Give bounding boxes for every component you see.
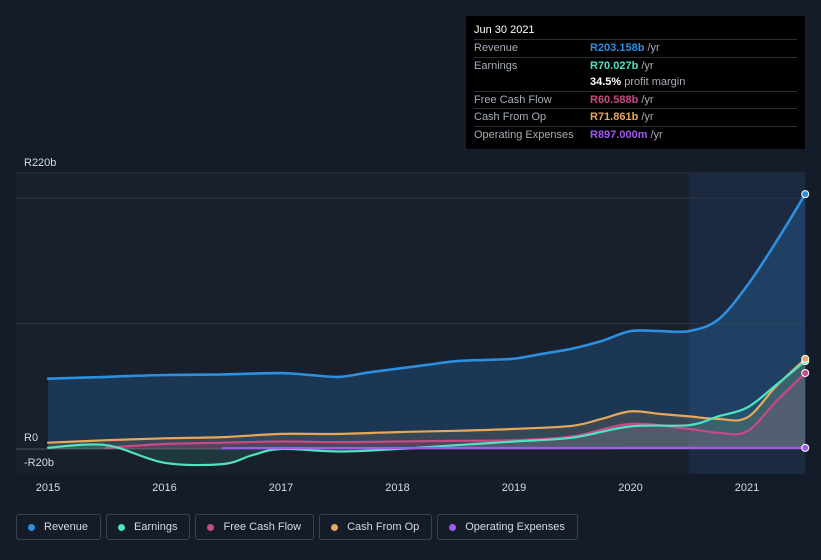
tooltip-value: R60.588b: [590, 93, 639, 106]
x-tick-label: 2020: [618, 482, 642, 494]
tooltip-value: 34.5%: [590, 76, 622, 89]
tooltip-row-earnings: Earnings R70.027b /yr: [474, 56, 797, 75]
tooltip-value: R70.027b: [590, 59, 639, 72]
series-area-revenue: [48, 194, 806, 449]
tooltip-panel: Jun 30 2021 Revenue R203.158b /yr Earnin…: [466, 16, 805, 149]
end-point-marker: [801, 443, 810, 452]
tooltip-unit: /yr: [641, 111, 654, 124]
x-tick-label: 2018: [385, 482, 409, 494]
x-tick-label: 2017: [269, 482, 293, 494]
x-tick-label: 2015: [36, 482, 60, 494]
tooltip-label: Cash From Op: [474, 111, 547, 124]
legend-dot-icon: [331, 523, 339, 531]
tooltip-unit: /yr: [650, 128, 663, 141]
tooltip-row-free-cash-flow: Free Cash Flow R60.588b /yr: [474, 90, 797, 109]
tooltip-label: Operating Expenses: [474, 128, 574, 141]
chart-legend: Revenue Earnings Free Cash Flow Cash Fro…: [16, 514, 578, 542]
tooltip-label: Revenue: [474, 42, 519, 54]
tooltip-label: Earnings: [474, 59, 518, 72]
tooltip-row-revenue: Revenue R203.158b /yr: [474, 39, 797, 57]
legend-dot-icon: [118, 523, 126, 531]
tooltip-value: R71.861b: [590, 111, 639, 124]
end-point-marker: [801, 354, 810, 363]
legend-label: Operating Expenses: [465, 521, 565, 533]
tooltip-unit: /yr: [647, 42, 660, 54]
series-line-free-cash-flow: [105, 371, 807, 449]
tooltip-label: Free Cash Flow: [474, 93, 552, 106]
legend-label: Cash From Op: [347, 521, 420, 533]
y-tick-label: R220b: [24, 157, 56, 169]
legend-label: Revenue: [44, 521, 89, 533]
tooltip-unit: /yr: [641, 93, 654, 106]
series-line-earnings: [46, 360, 807, 467]
end-point-marker: [801, 368, 810, 377]
series-area-free-cash-flow: [106, 373, 806, 449]
legend-label: Free Cash Flow: [223, 521, 302, 533]
legend-item-operating-expenses[interactable]: Operating Expenses: [437, 514, 578, 540]
tooltip-row-cash-from-op: Cash From Op R71.861b /yr: [474, 108, 797, 126]
series-line-revenue: [46, 192, 807, 380]
tooltip-unit: /yr: [641, 59, 654, 72]
legend-item-cash-from-op[interactable]: Cash From Op: [319, 514, 433, 540]
tooltip-value: R897.000m: [590, 128, 648, 141]
series-area-earnings: [48, 361, 806, 466]
legend-item-earnings[interactable]: Earnings: [106, 514, 191, 540]
legend-dot-icon: [449, 523, 457, 531]
legend-label: Earnings: [134, 521, 178, 533]
y-tick-label: -R20b: [24, 457, 54, 469]
tooltip-row-margin: 34.5% profit margin: [474, 74, 797, 91]
x-tick-label: 2016: [152, 482, 176, 494]
legend-dot-icon: [207, 523, 215, 531]
series-line-cash-from-op: [46, 357, 807, 444]
legend-item-revenue[interactable]: Revenue: [16, 514, 102, 540]
tooltip-value: R203.158b: [590, 42, 645, 54]
x-tick-label: 2021: [735, 482, 759, 494]
end-point-marker: [801, 190, 810, 199]
y-tick-label: R0: [24, 432, 38, 444]
x-tick-label: 2019: [502, 482, 526, 494]
tooltip-label: [474, 74, 590, 91]
legend-item-free-cash-flow[interactable]: Free Cash Flow: [195, 514, 315, 540]
legend-dot-icon: [28, 523, 35, 531]
tooltip-date: Jun 30 2021: [474, 24, 535, 36]
tooltip-unit: profit margin: [624, 76, 686, 89]
tooltip-row-operating-expenses: Operating Expenses R897.000m /yr: [474, 125, 797, 144]
